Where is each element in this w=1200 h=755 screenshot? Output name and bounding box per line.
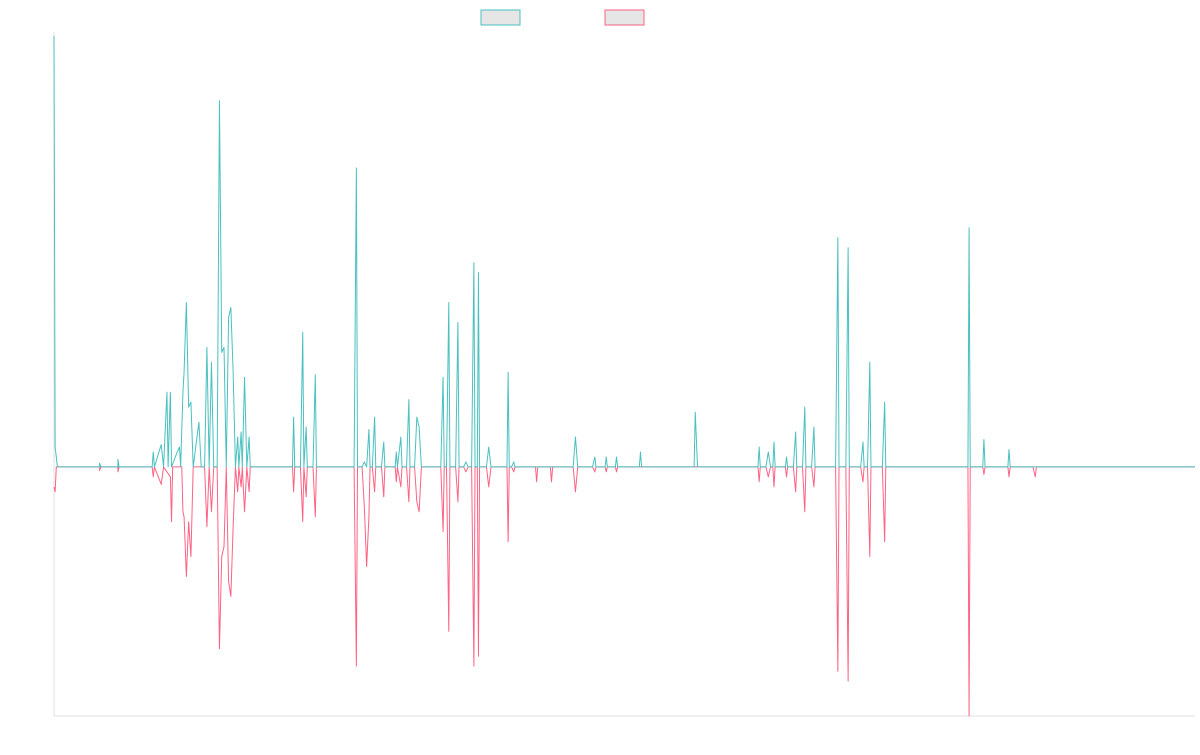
- axes: [53, 32, 1195, 717]
- series-line-2: [53, 466, 1195, 717]
- legend: [480, 9, 645, 26]
- legend-swatch-1[interactable]: [480, 9, 521, 26]
- series-layer: [53, 35, 1195, 717]
- series-line-1: [53, 35, 1195, 468]
- legend-swatch-2[interactable]: [604, 9, 645, 26]
